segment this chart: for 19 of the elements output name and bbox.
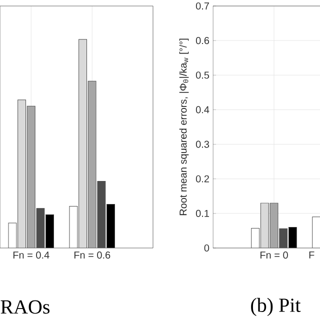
y-tick-label: 0	[204, 244, 210, 252]
y-tick-label: 0.6	[196, 37, 210, 44]
bar	[78, 39, 87, 248]
bar	[18, 100, 26, 248]
x-tick-label: F	[309, 252, 314, 258]
y-tick-label: 0.3	[196, 140, 210, 148]
text: RAOs	[0, 300, 50, 314]
bar	[26, 106, 36, 248]
x-tick-label: Fn = 0	[260, 252, 288, 259]
y-tick-label: 0.4	[196, 106, 210, 114]
bar	[88, 80, 96, 248]
x-tick-label: Fn = 0.6	[74, 252, 110, 259]
x-tick-label: Fn = 0.4	[13, 252, 50, 259]
y-tick-label: 0.7	[196, 2, 209, 10]
y-tick-label: 0.1	[196, 210, 209, 217]
y-tick-label: 0.2	[196, 175, 209, 182]
y-axis-title: Root mean squared errors, |Φ$_{θ}$|/ka$_{w}$ [°/°]	[179, 38, 189, 216]
y-tick-label: 0.5	[196, 72, 210, 79]
text: (b) Pit	[251, 298, 301, 316]
